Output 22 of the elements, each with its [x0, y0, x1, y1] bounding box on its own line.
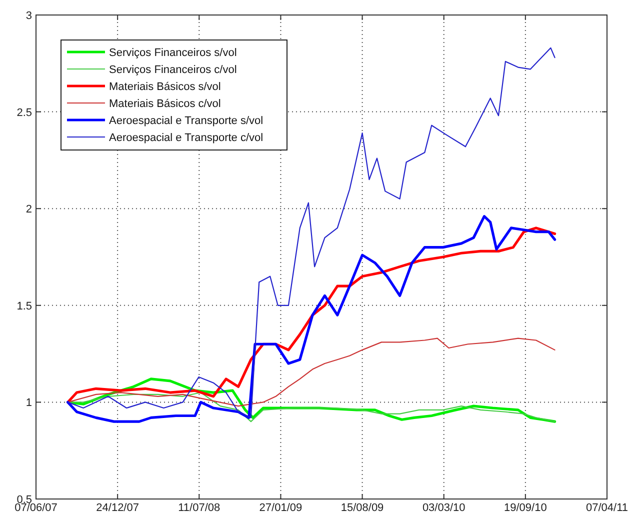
- y-tick-label: 3: [26, 10, 32, 22]
- line-series: [67, 338, 556, 407]
- legend-label: Serviços Financeiros c/vol: [109, 64, 237, 76]
- x-tick-label: 24/12/07: [96, 502, 139, 514]
- legend-label: Materiais Básicos s/vol: [109, 81, 221, 93]
- x-tick-label: 19/09/10: [504, 502, 547, 514]
- x-tick-label: 07/04/11: [586, 502, 628, 514]
- y-tick-label: 1: [26, 397, 32, 410]
- legend-label: Materiais Básicos c/vol: [109, 98, 221, 110]
- x-tick-label: 03/03/10: [422, 502, 466, 514]
- y-tick-label: 2.5: [16, 106, 32, 119]
- legend-label: Serviços Financeiros s/vol: [109, 47, 237, 59]
- x-tick-label: 15/08/09: [340, 502, 384, 514]
- legend-label: Aeroespacial e Transporte c/vol: [109, 132, 264, 144]
- x-tick-label: 27/01/09: [259, 502, 302, 514]
- line-series: [67, 47, 556, 418]
- y-tick-label: 1.5: [16, 300, 32, 312]
- line-series: [67, 392, 556, 422]
- legend-label: Aeroespacial e Transporte s/vol: [109, 115, 264, 127]
- y-tick-label: 2: [26, 204, 32, 216]
- x-tick-label: 11/07/08: [178, 502, 220, 514]
- x-tick-label: 07/06/07: [14, 502, 58, 514]
